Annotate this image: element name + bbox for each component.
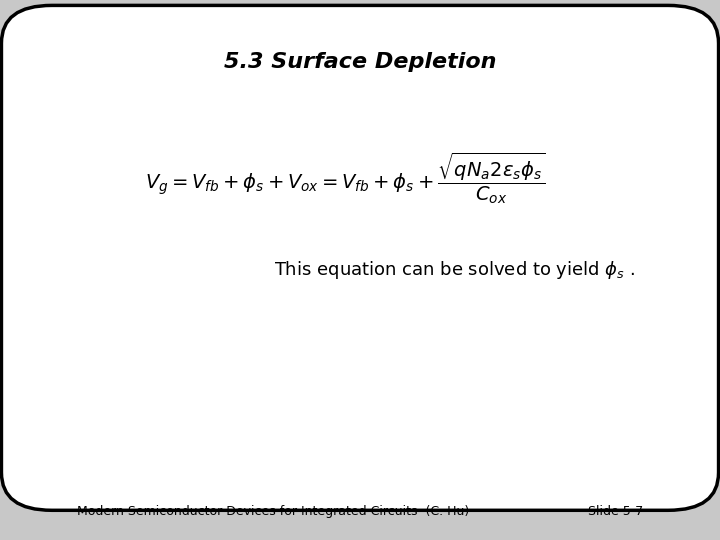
Text: This equation can be solved to yield $\phi_s$ .: This equation can be solved to yield $\p…	[274, 259, 635, 281]
Text: Slide 5-7: Slide 5-7	[588, 505, 643, 518]
Text: Modern Semiconductor Devices for Integrated Circuits  (C. Hu): Modern Semiconductor Devices for Integra…	[78, 505, 469, 518]
Text: 5.3 Surface Depletion: 5.3 Surface Depletion	[224, 52, 496, 72]
Text: $V_g = V_{fb} + \phi_s + V_{ox} = V_{fb} + \phi_s + \dfrac{\sqrt{qN_a 2\varepsil: $V_g = V_{fb} + \phi_s + V_{ox} = V_{fb}…	[145, 151, 546, 206]
